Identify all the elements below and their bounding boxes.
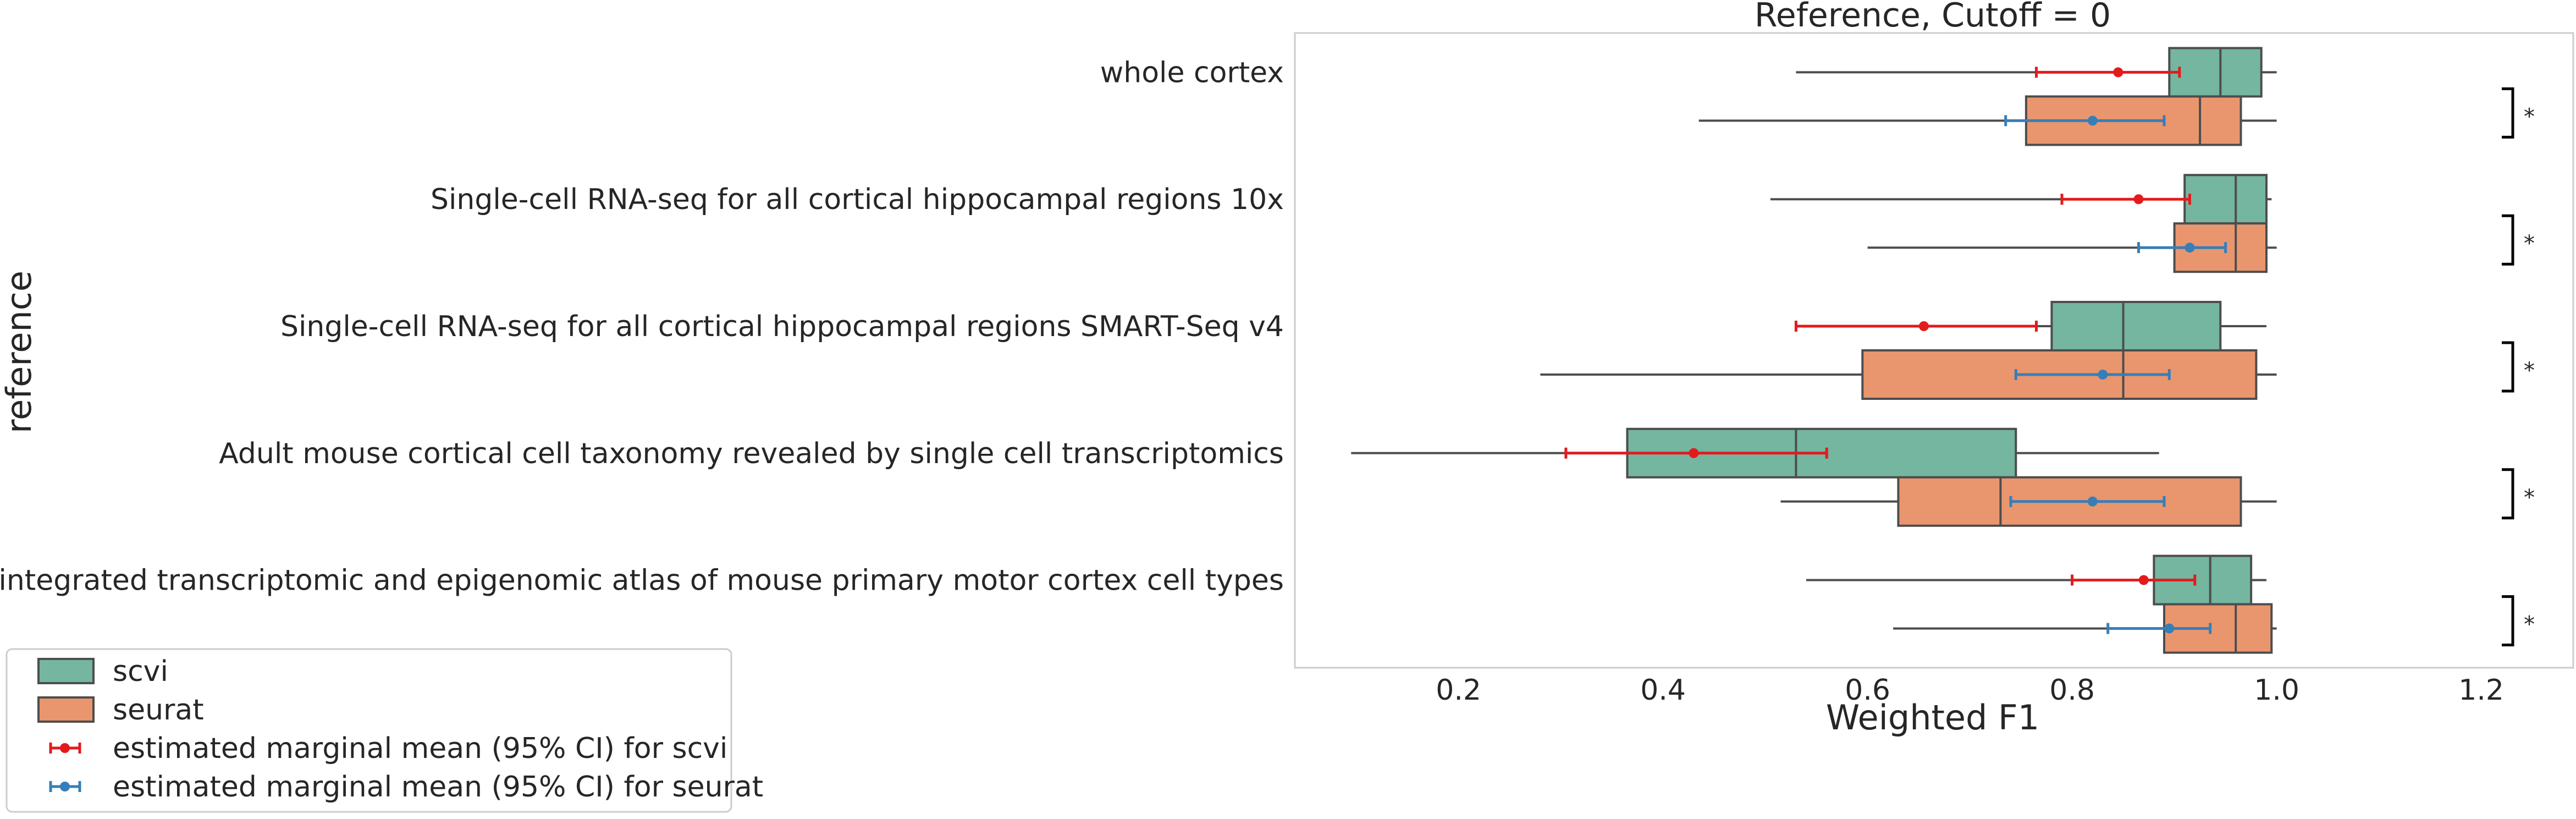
marginal-mean-0-0 (2035, 67, 2181, 78)
box-seurat-0 (1698, 95, 2277, 146)
x-tick-label: 0.8 (2049, 674, 2095, 707)
mean-point (2098, 370, 2108, 380)
x-axis: 0.2 0.4 0.6 0.8 1.0 1.2 (1436, 674, 2504, 707)
legend-item-3: estimated marginal mean (95% CI) for seu… (49, 771, 763, 804)
mean-point (2138, 575, 2149, 585)
plot-frame (1294, 32, 2574, 669)
significance-star: * (2524, 612, 2535, 637)
legend-label: scvi (113, 655, 168, 688)
legend: scvi seurat estimated marginal mean (95% C… (5, 648, 763, 813)
chart-title: Reference, Cutoff = 0 (1755, 0, 2111, 35)
x-tick-label: 0.2 (1436, 674, 1481, 707)
y-axis-category-labels: whole cortex Single-cell RNA-seq for all … (0, 56, 1284, 597)
significance-star: * (2524, 104, 2535, 129)
significance-star: * (2524, 358, 2535, 383)
significance-bracket (2502, 341, 2514, 393)
x-tick-label: 0.6 (1845, 674, 1890, 707)
significance-3: * (2502, 468, 2535, 520)
box-seurat-4 (1893, 603, 2277, 654)
box-iqr (2168, 47, 2263, 98)
mean-point (2185, 243, 2195, 253)
marginal-mean-layer (1564, 67, 2227, 634)
box-scvi-4 (1806, 554, 2266, 606)
marginal-mean-1-4 (2106, 623, 2212, 634)
mean-point (2164, 623, 2175, 634)
marginal-mean-1-0 (2004, 115, 2166, 127)
mean-point (1918, 321, 1929, 331)
significance-0: * (2502, 87, 2535, 139)
mean-point (2133, 194, 2144, 205)
legend-item-1: seurat (37, 694, 204, 727)
y-axis-label: reference (0, 271, 39, 433)
mean-point (1689, 448, 1699, 458)
legend-swatch (37, 658, 95, 684)
category-label: An integrated transcriptomic and epigeno… (0, 564, 1284, 597)
mean-point (2087, 496, 2098, 507)
box-iqr (2183, 174, 2268, 225)
marginal-mean-0-3 (1564, 447, 1828, 459)
box-iqr (2050, 301, 2222, 351)
plot-area-border (1294, 32, 2574, 669)
legend-label: estimated marginal mean (95% CI) for scv… (113, 732, 727, 765)
significance-4: * (2502, 595, 2535, 647)
significance-2: * (2502, 341, 2535, 393)
x-axis-label: Weighted F1 (1826, 697, 2039, 738)
box-layer (1351, 47, 2277, 654)
category-label: Single-cell RNA-seq for all cortical hip… (280, 310, 1284, 343)
marginal-mean-0-4 (2071, 574, 2197, 586)
legend-swatch (37, 696, 95, 723)
significance-bracket (2502, 87, 2514, 139)
category-label: Adult mouse cortical cell taxonomy revea… (219, 437, 1284, 470)
legend-point (60, 782, 70, 791)
mean-point (2087, 116, 2098, 126)
significance-star: * (2524, 231, 2535, 256)
significance-1: * (2502, 214, 2535, 266)
legend-item-2: estimated marginal mean (95% CI) for scv… (49, 732, 727, 765)
mean-point (2113, 67, 2123, 78)
category-label: Single-cell RNA-seq for all cortical hip… (431, 183, 1284, 216)
marginal-mean-0-1 (2060, 194, 2191, 205)
marginal-mean-0-2 (1794, 321, 2038, 332)
x-tick-label: 1.0 (2254, 674, 2299, 707)
significance-layer: * * * * * (2502, 87, 2535, 647)
significance-star: * (2524, 485, 2535, 510)
legend-label: estimated marginal mean (95% CI) for seu… (113, 771, 763, 804)
legend-frame (5, 648, 732, 813)
marginal-mean-1-3 (2009, 496, 2166, 507)
significance-bracket (2502, 595, 2514, 647)
legend-item-0: scvi (37, 655, 168, 688)
x-tick-label: 1.2 (2458, 674, 2504, 707)
x-tick-label: 0.4 (1640, 674, 1686, 707)
legend-label: seurat (113, 694, 204, 727)
marginal-mean-1-2 (2014, 369, 2171, 380)
box-scvi-1 (1770, 174, 2272, 225)
significance-bracket (2502, 468, 2514, 520)
category-label: whole cortex (1100, 56, 1284, 89)
significance-bracket (2502, 214, 2514, 266)
legend-point (60, 743, 70, 753)
marginal-mean-1-1 (2137, 242, 2227, 254)
